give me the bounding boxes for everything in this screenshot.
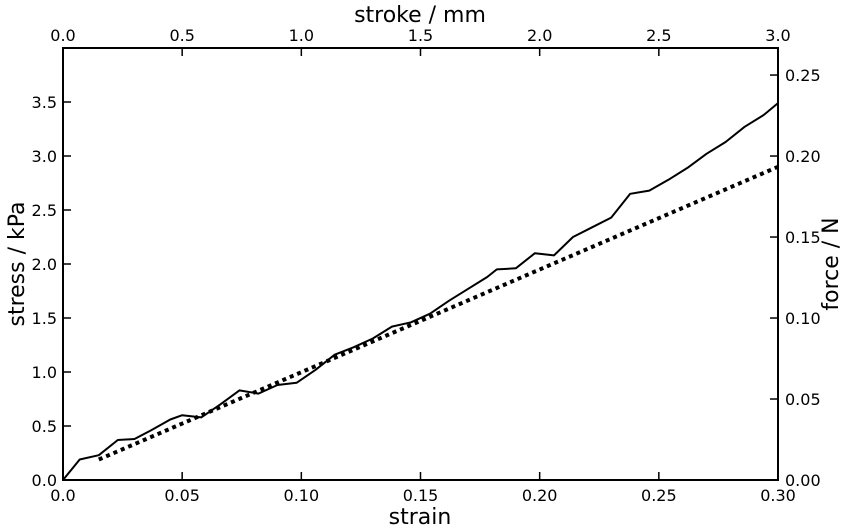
x2-tick-label: 1.0 <box>289 26 314 45</box>
x2-tick-label: 0.0 <box>50 26 75 45</box>
y2-tick-label: 0.15 <box>785 228 821 247</box>
y-tick-label: 2.0 <box>32 255 57 274</box>
x2-tick-label: 3.0 <box>765 26 790 45</box>
y-axis-label: stress / kPa <box>5 201 30 326</box>
y-tick-label: 3.5 <box>32 93 57 112</box>
y2-tick-label: 0.10 <box>785 309 821 328</box>
x-tick-label: 0.20 <box>522 486 558 505</box>
y2-tick-label: 0.00 <box>785 471 821 490</box>
y2-tick-label: 0.25 <box>785 66 821 85</box>
x-tick-label: 0.30 <box>760 486 796 505</box>
y-tick-label: 0.5 <box>32 417 57 436</box>
y-tick-label: 0.0 <box>32 471 57 490</box>
y-tick-label: 1.5 <box>32 309 57 328</box>
y2-tick-label: 0.05 <box>785 390 821 409</box>
x2-tick-label: 2.0 <box>527 26 552 45</box>
x-tick-label: 0.10 <box>284 486 320 505</box>
y-tick-label: 3.0 <box>32 147 57 166</box>
y2-tick-label: 0.20 <box>785 147 821 166</box>
plot-frame <box>62 47 779 481</box>
x-tick-label: 0.05 <box>164 486 200 505</box>
x-axis-label: strain <box>389 505 452 528</box>
x-tick-label: 0.15 <box>403 486 439 505</box>
y2-axis-label: force / N <box>819 217 844 310</box>
series <box>62 102 779 481</box>
fit-line-dotted <box>98 164 779 462</box>
y-tick-label: 1.0 <box>32 363 57 382</box>
x2-tick-label: 0.5 <box>169 26 194 45</box>
x2-tick-label: 2.5 <box>646 26 671 45</box>
tick-labels: 0.0 0.05 0.10 0.15 0.20 0.25 0.30 0.0 0.5 1.0 1.5 2… <box>32 26 821 505</box>
y-tick-label: 2.5 <box>32 201 57 220</box>
data-line-solid <box>62 102 779 481</box>
x2-tick-label: 1.5 <box>408 26 433 45</box>
ticks <box>62 48 779 481</box>
x-tick-label: 0.25 <box>641 486 677 505</box>
x2-axis-label: stroke / mm <box>354 3 486 28</box>
x-tick-label: 0.0 <box>50 486 75 505</box>
